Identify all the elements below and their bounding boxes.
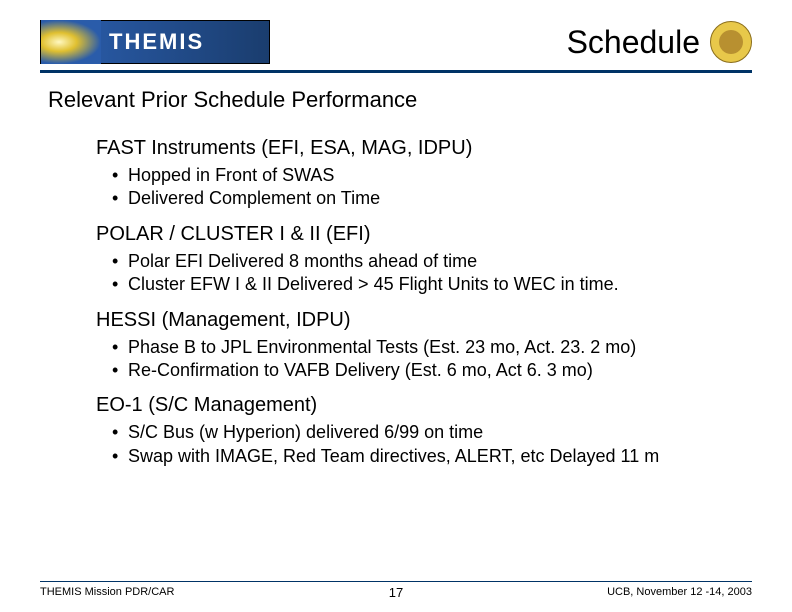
slide-subtitle: Relevant Prior Schedule Performance <box>48 87 752 113</box>
crest-icon <box>710 21 752 63</box>
list-item: Polar EFI Delivered 8 months ahead of ti… <box>112 250 732 273</box>
footer-left: THEMIS Mission PDR/CAR <box>40 586 174 598</box>
footer-right: UCB, November 12 -14, 2003 <box>607 586 752 598</box>
list-item: Cluster EFW I & II Delivered > 45 Flight… <box>112 273 732 296</box>
title-wrap: Schedule <box>567 21 752 63</box>
section-heading: EO-1 (S/C Management) <box>96 394 732 417</box>
themis-logo: THEMIS <box>40 20 270 64</box>
header: THEMIS Schedule <box>40 20 752 73</box>
logo-text: THEMIS <box>109 29 204 55</box>
list-item: Swap with IMAGE, Red Team directives, AL… <box>112 445 732 468</box>
page-number: 17 <box>389 585 403 600</box>
list-item: Phase B to JPL Environmental Tests (Est.… <box>112 336 732 359</box>
list-item: Re-Confirmation to VAFB Delivery (Est. 6… <box>112 359 732 382</box>
section-heading: FAST Instruments (EFI, ESA, MAG, IDPU) <box>96 137 732 160</box>
list-item: Hopped in Front of SWAS <box>112 164 732 187</box>
logo-burst-icon <box>41 20 101 64</box>
content: FAST Instruments (EFI, ESA, MAG, IDPU) H… <box>96 137 732 468</box>
slide: THEMIS Schedule Relevant Prior Schedule … <box>0 0 792 612</box>
bullet-list: Phase B to JPL Environmental Tests (Est.… <box>112 336 732 383</box>
section-heading: HESSI (Management, IDPU) <box>96 309 732 332</box>
bullet-list: S/C Bus (w Hyperion) delivered 6/99 on t… <box>112 421 732 468</box>
footer: THEMIS Mission PDR/CAR 17 UCB, November … <box>40 581 752 598</box>
slide-title: Schedule <box>567 24 700 61</box>
bullet-list: Hopped in Front of SWAS Delivered Comple… <box>112 164 732 211</box>
section-heading: POLAR / CLUSTER I & II (EFI) <box>96 223 732 246</box>
bullet-list: Polar EFI Delivered 8 months ahead of ti… <box>112 250 732 297</box>
list-item: Delivered Complement on Time <box>112 187 732 210</box>
list-item: S/C Bus (w Hyperion) delivered 6/99 on t… <box>112 421 732 444</box>
